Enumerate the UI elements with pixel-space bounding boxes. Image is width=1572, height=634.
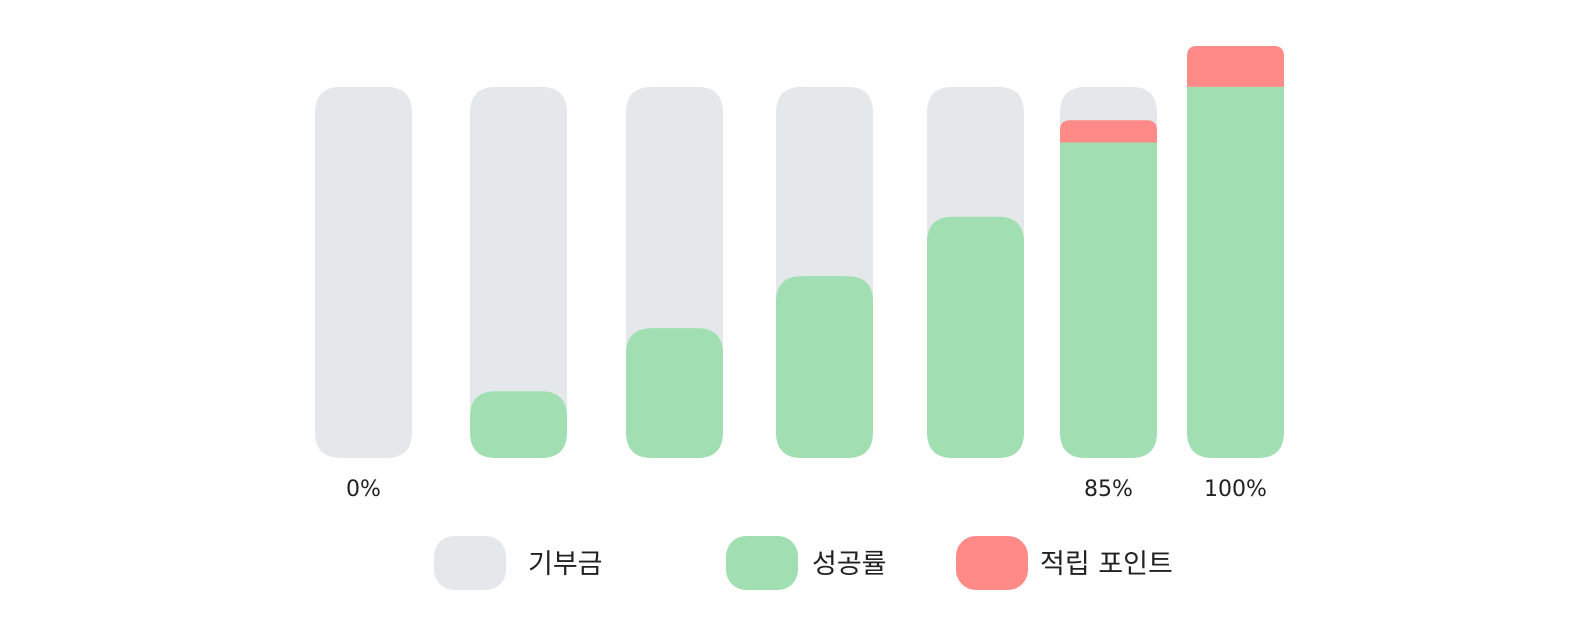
bar-label-5: 85% [1084, 477, 1133, 502]
bar-donation-1 [470, 86, 567, 458]
bar-success-6 [1187, 86, 1284, 458]
bars-layer [315, 46, 1284, 458]
legend-label-1: 성공률 [812, 549, 887, 580]
bar-label-6: 100% [1204, 477, 1267, 502]
bar-points-5 [1060, 120, 1157, 143]
bar-success-2 [626, 328, 723, 458]
bar-success-1 [470, 391, 567, 458]
bar-points-6 [1187, 46, 1284, 87]
legend: 기부금 성공률 적립 포인트 [434, 536, 1173, 590]
legend-swatch-2 [956, 536, 1028, 590]
legend-swatch-0 [434, 536, 506, 590]
bar-success-5 [1060, 142, 1157, 458]
legend-swatch-1 [726, 536, 798, 590]
bar-donation-0 [315, 86, 412, 458]
tick-labels-layer: 0% 85% 100% [346, 477, 1267, 502]
legend-label-2: 적립 포인트 [1040, 549, 1173, 580]
legend-label-0: 기부금 [528, 549, 603, 580]
bar-success-4 [927, 216, 1024, 458]
bar-success-3 [776, 276, 873, 458]
bar-label-0: 0% [346, 477, 381, 502]
